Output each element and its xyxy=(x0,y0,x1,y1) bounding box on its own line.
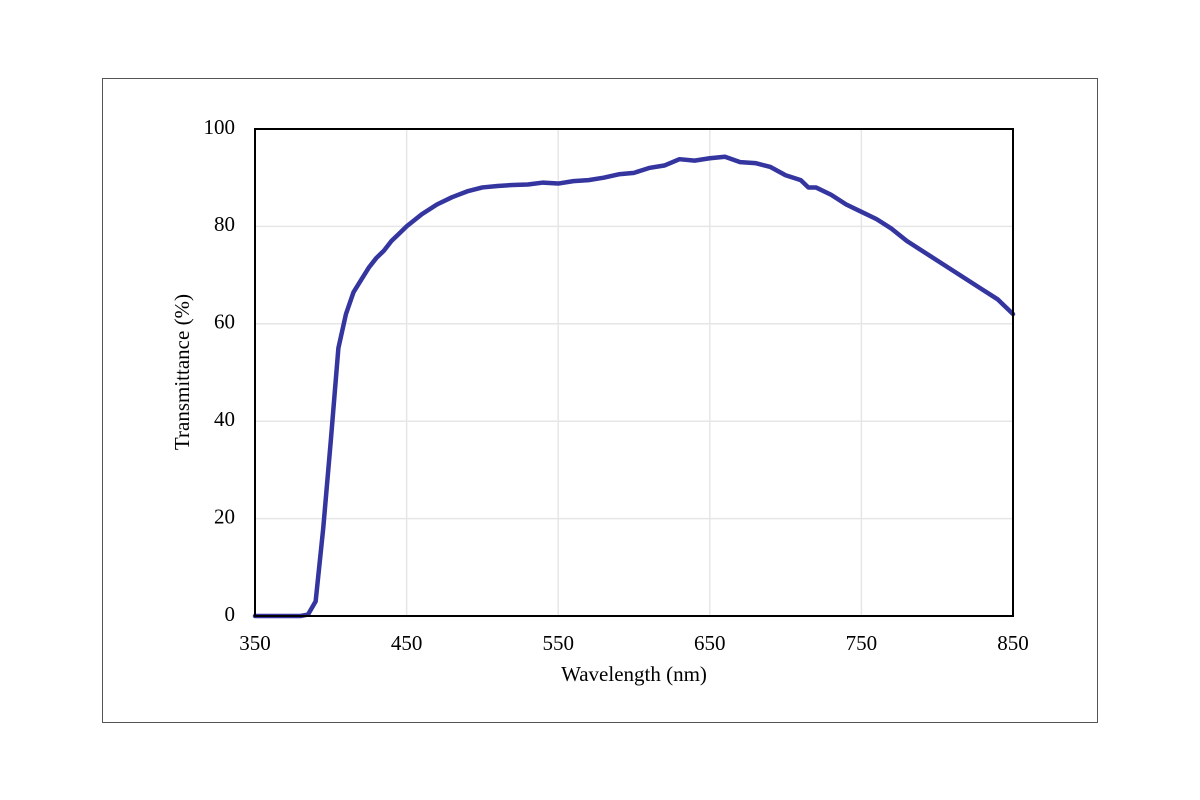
chart-frame xyxy=(102,78,1098,723)
y-tick-label: 60 xyxy=(214,310,235,334)
data-line xyxy=(252,154,1016,619)
x-tick-label: 550 xyxy=(542,631,574,655)
y-tick-label: 0 xyxy=(225,602,236,626)
x-tick-label: 750 xyxy=(846,631,878,655)
x-axis-label: Wavelength (nm) xyxy=(561,662,707,686)
y-tick-label: 40 xyxy=(214,407,235,431)
x-tick-label: 650 xyxy=(694,631,726,655)
plot-border xyxy=(254,128,1014,617)
y-tick-label: 20 xyxy=(214,504,235,528)
x-tick-label: 850 xyxy=(997,631,1029,655)
y-tick-label: 100 xyxy=(204,115,236,139)
y-tick-label: 80 xyxy=(214,212,235,236)
x-tick-label: 450 xyxy=(391,631,423,655)
y-axis-label: Transmittance (%) xyxy=(170,294,194,450)
x-tick-label: 350 xyxy=(239,631,271,655)
